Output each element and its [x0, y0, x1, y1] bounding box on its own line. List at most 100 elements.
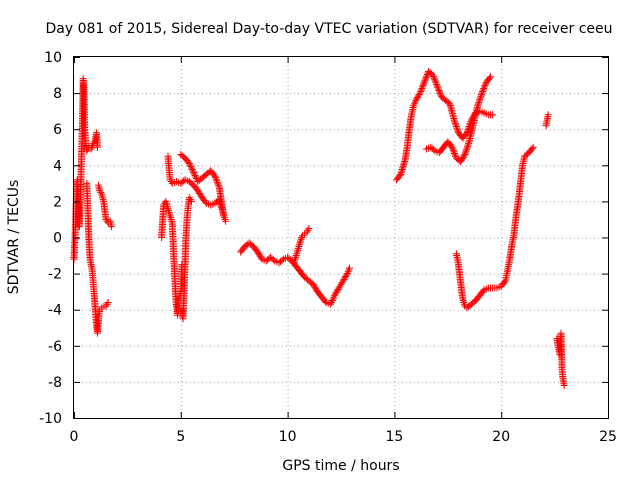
grid — [74, 57, 608, 418]
data-point — [474, 100, 482, 108]
data-point — [166, 210, 174, 218]
data-point — [296, 239, 304, 247]
data-point — [436, 88, 444, 96]
y-tick-label: 10 — [44, 50, 62, 66]
data-point — [93, 143, 101, 151]
data-point — [411, 98, 419, 106]
data-point — [292, 253, 300, 261]
data-point — [459, 297, 467, 305]
data-point — [293, 250, 301, 258]
data-point — [311, 283, 319, 291]
data-point — [396, 172, 404, 180]
data-point — [312, 285, 320, 293]
y-tick-label: -10 — [39, 411, 62, 427]
data-point — [461, 149, 469, 157]
data-point — [309, 280, 317, 288]
data-point — [214, 180, 222, 188]
data-point — [417, 86, 425, 94]
data-point — [278, 256, 286, 264]
data-point — [449, 146, 457, 154]
data-point — [415, 91, 423, 99]
data-point — [462, 130, 470, 138]
data-point — [212, 175, 220, 183]
data-point — [464, 143, 472, 151]
data-point — [479, 86, 487, 94]
x-tick-label: 20 — [492, 429, 510, 445]
data-point — [412, 96, 420, 104]
data-point — [342, 272, 350, 280]
data-point — [215, 181, 223, 189]
data-point — [196, 189, 204, 197]
data-point — [336, 282, 344, 290]
data-point — [330, 293, 338, 301]
data-point — [459, 153, 467, 161]
data-point — [167, 214, 175, 222]
data-point — [544, 111, 552, 119]
data-point — [187, 197, 195, 205]
data-point — [418, 83, 426, 91]
data-point — [221, 215, 229, 223]
data-point — [479, 88, 487, 96]
data-point — [451, 151, 459, 159]
data-point — [459, 295, 467, 303]
data-point — [477, 92, 485, 100]
data-point — [476, 95, 484, 103]
data-point — [188, 166, 196, 174]
data-point — [333, 287, 341, 295]
data-point — [413, 93, 421, 101]
data-point — [447, 142, 455, 150]
data-point — [485, 74, 493, 82]
data-point — [458, 155, 466, 163]
data-point — [450, 116, 458, 124]
data-point — [194, 187, 202, 195]
data-point — [192, 175, 200, 183]
data-point — [340, 275, 348, 283]
x-tick-label: 5 — [176, 429, 185, 445]
plot-frame — [73, 56, 609, 419]
x-tick-label: 15 — [385, 429, 403, 445]
data-point — [434, 83, 442, 91]
data-point — [191, 172, 199, 180]
data-point — [165, 208, 173, 216]
data-point — [429, 73, 437, 81]
data-point — [163, 203, 171, 211]
data-point — [343, 270, 351, 278]
data-point — [196, 191, 204, 199]
data-point — [298, 234, 306, 241]
x-tick-label: 10 — [279, 429, 297, 445]
y-axis-label: SDTVAR / TECUs — [6, 180, 22, 295]
data-point — [451, 118, 459, 126]
data-point — [451, 119, 459, 127]
data-point — [487, 73, 495, 81]
data-point — [476, 94, 484, 102]
data-point — [341, 274, 349, 282]
data-point — [414, 92, 422, 100]
data-point — [332, 288, 340, 296]
data-point — [221, 214, 229, 222]
y-tick-label: 8 — [53, 86, 62, 102]
data-point — [213, 178, 221, 186]
data-point — [420, 78, 428, 86]
data-point — [475, 99, 483, 107]
data-point — [421, 77, 429, 85]
data-point — [295, 243, 303, 251]
data-point — [453, 124, 461, 132]
data-point — [292, 252, 300, 260]
data-point — [331, 290, 339, 298]
data-point — [166, 176, 174, 184]
data-point — [457, 156, 465, 164]
data-point — [474, 102, 482, 110]
data-point — [328, 297, 336, 305]
data-point — [475, 97, 483, 105]
y-tick-label: 4 — [53, 158, 62, 174]
data-point — [327, 298, 335, 306]
data-point — [96, 187, 104, 195]
data-point — [185, 194, 193, 202]
data-point — [187, 164, 195, 172]
data-point — [294, 246, 302, 254]
data-point — [430, 74, 438, 82]
data-point — [339, 277, 347, 285]
data-point — [429, 71, 437, 79]
data-point — [331, 291, 339, 299]
data-point — [422, 74, 430, 82]
